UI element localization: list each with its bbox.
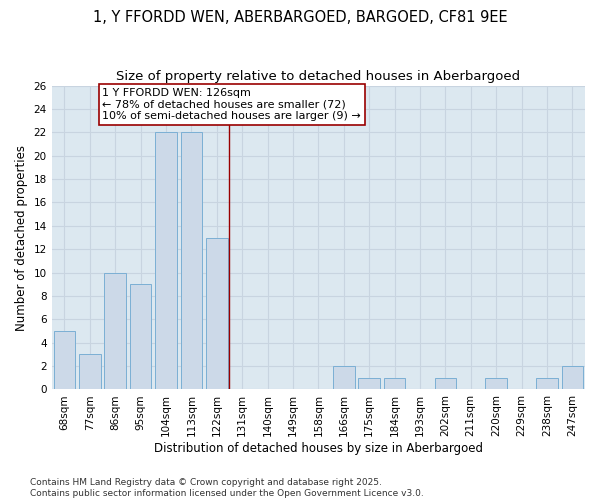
Bar [79,354,101,390]
X-axis label: Distribution of detached houses by size in Aberbargoed: Distribution of detached houses by size … [154,442,483,455]
Bar [130,284,151,390]
Y-axis label: Number of detached properties: Number of detached properties [15,144,28,330]
Text: Contains HM Land Registry data © Crown copyright and database right 2025.
Contai: Contains HM Land Registry data © Crown c… [30,478,424,498]
Bar [155,132,177,390]
Bar [384,378,406,390]
Bar [358,378,380,390]
Bar [485,378,507,390]
Bar [536,378,557,390]
Bar [333,366,355,390]
Text: 1, Y FFORDD WEN, ABERBARGOED, BARGOED, CF81 9EE: 1, Y FFORDD WEN, ABERBARGOED, BARGOED, C… [92,10,508,25]
Bar [53,331,75,390]
Bar [206,238,227,390]
Bar [434,378,456,390]
Bar [104,272,126,390]
Text: 1 Y FFORDD WEN: 126sqm
← 78% of detached houses are smaller (72)
10% of semi-det: 1 Y FFORDD WEN: 126sqm ← 78% of detached… [103,88,361,121]
Bar [181,132,202,390]
Title: Size of property relative to detached houses in Aberbargoed: Size of property relative to detached ho… [116,70,520,83]
Bar [562,366,583,390]
